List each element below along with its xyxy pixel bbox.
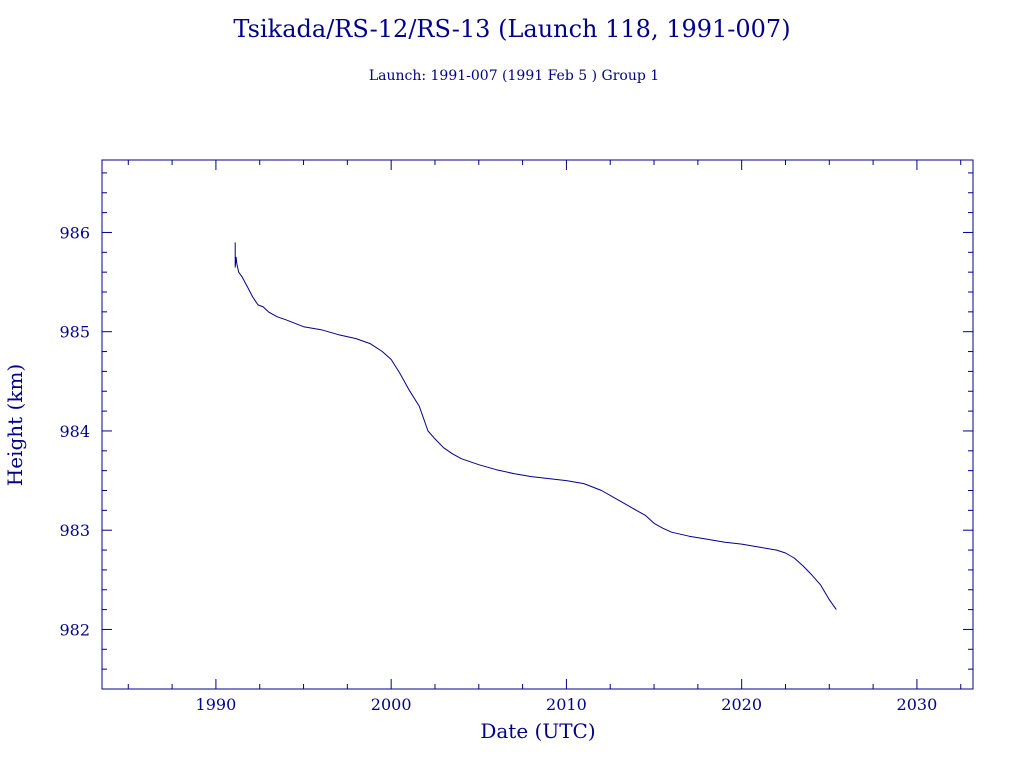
x-tick-label: 2030 — [897, 695, 938, 714]
y-tick-label: 983 — [59, 521, 90, 540]
x-axis-label: Date (UTC) — [480, 719, 595, 743]
plot-frame — [101, 159, 974, 690]
chart-title: Tsikada/RS-12/RS-13 (Launch 118, 1991-00… — [233, 15, 790, 43]
y-axis-label: Height (km) — [3, 364, 27, 486]
y-tick-label: 985 — [59, 323, 90, 342]
height-series-line — [234, 242, 837, 610]
chart-subtitle: Launch: 1991-007 (1991 Feb 5 ) Group 1 — [369, 68, 659, 84]
x-tick-label: 1990 — [196, 695, 237, 714]
y-tick-label: 986 — [59, 223, 90, 242]
x-tick-label: 2000 — [371, 695, 412, 714]
y-tick-label: 984 — [59, 422, 90, 441]
x-tick-label: 2010 — [546, 695, 587, 714]
y-tick-label: 982 — [59, 620, 90, 639]
x-tick-label: 2020 — [721, 695, 762, 714]
